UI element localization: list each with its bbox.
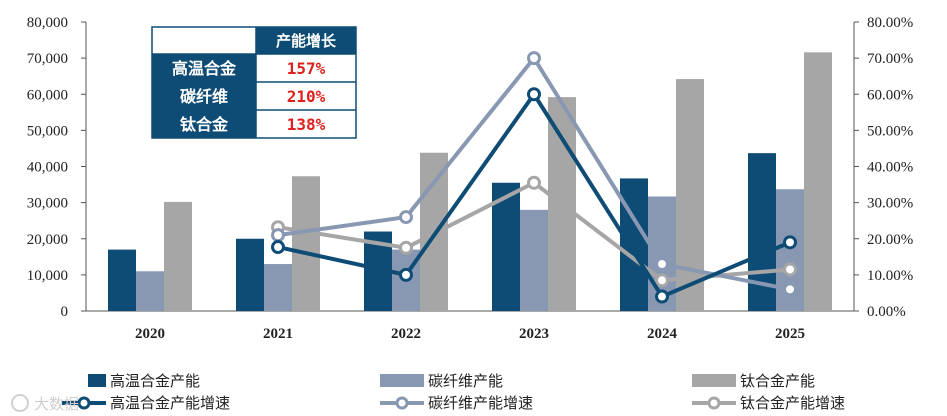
legend-label: 碳纤维产能增速: [428, 394, 533, 412]
x-tick-label: 2023: [519, 326, 549, 342]
legend-label: 高温合金产能: [110, 372, 200, 390]
y-right-tick-label: 70.00%: [867, 51, 913, 67]
inset-table-header-cell: [256, 27, 356, 54]
line-point: [655, 273, 669, 288]
watermark: 大数据: [11, 394, 79, 413]
bar: [164, 201, 192, 311]
y-left-tick-label: 70,000: [27, 51, 68, 67]
inset-table-row-label-cell: [152, 110, 256, 138]
line-point: [783, 282, 797, 297]
line-point: [271, 240, 285, 255]
y-right-tick-label: 10.00%: [867, 268, 913, 284]
watermark-text: 大数据: [34, 395, 79, 413]
bar: [520, 209, 548, 311]
bar: [136, 271, 164, 311]
legend: 高温合金产能 碳纤维产能 钛合金产能 高温合金产能增速 碳纤维产能增速 钛合金产…: [62, 372, 845, 412]
y-right-tick-label: 60.00%: [867, 87, 913, 103]
y-right-tick-label: 0.00%: [867, 304, 906, 320]
inset-table-row-value: 210%: [287, 87, 326, 106]
y-left-tick-label: 10,000: [27, 268, 68, 284]
bar: [620, 178, 648, 311]
bar: [236, 238, 264, 311]
bar: [804, 52, 832, 311]
y-left-tick-label: 0: [61, 304, 69, 320]
line-point: [399, 240, 413, 255]
bar: [264, 264, 292, 311]
line-point: [783, 262, 797, 277]
x-tick-label: 2022: [391, 326, 421, 342]
line-point: [271, 228, 285, 243]
x-tick-label: 2021: [263, 326, 293, 342]
bar: [292, 176, 320, 311]
watermark-icon: [11, 394, 29, 412]
legend-label: 碳纤维产能: [428, 372, 503, 390]
inset-table: 产能增长 高温合金 157% 碳纤维 210% 钛合金 138%: [151, 26, 357, 139]
legend-label: 高温合金产能增速: [110, 394, 230, 412]
y-left-tick-label: 50,000: [27, 123, 68, 139]
bar: [492, 182, 520, 311]
inset-table-header: 产能增长: [276, 32, 337, 50]
line-point: [655, 257, 669, 272]
y-left-tick-label: 60,000: [27, 87, 68, 103]
inset-table-row-value: 138%: [287, 115, 326, 134]
y-right-tick-label: 20.00%: [867, 232, 913, 248]
legend-swatch-bar: [88, 374, 106, 387]
line-point: [399, 267, 413, 282]
legend-swatch-marker: [395, 396, 409, 410]
bar: [108, 249, 136, 311]
inset-table-row-label-cell: [152, 82, 256, 110]
inset-table-grid: [151, 26, 357, 139]
y-left-tick-label: 20,000: [27, 232, 68, 248]
legend-label: 钛合金产能增速: [740, 394, 845, 412]
legend-swatch-bar: [692, 374, 736, 387]
line-point: [527, 87, 541, 102]
y-right-tick-label: 30.00%: [867, 196, 913, 212]
y-right-tick-label: 80.00%: [867, 15, 913, 31]
line-point: [655, 289, 669, 304]
inset-table-row-label: 钛合金: [180, 115, 229, 134]
inset-table-row-label: 碳纤维: [180, 87, 228, 106]
legend-label: 钛合金产能: [740, 372, 815, 390]
y-right-tick-label: 40.00%: [867, 160, 913, 176]
line-point: [399, 210, 413, 225]
x-tick-label: 2025: [775, 326, 805, 342]
y-right-tick-label: 50.00%: [867, 123, 913, 139]
legend-swatch-bar: [380, 374, 424, 387]
y-left-tick-label: 30,000: [27, 196, 68, 212]
x-tick-label: 2020: [135, 326, 165, 342]
inset-table-row-label: 高温合金: [172, 59, 237, 78]
inset-table-row-value: 157%: [287, 59, 326, 78]
inset-table-row-label-cell: [152, 54, 256, 82]
legend-swatch-marker: [77, 396, 91, 410]
y-left-tick-label: 40,000: [27, 160, 68, 176]
line-point: [527, 175, 541, 190]
y-left-tick-label: 80,000: [27, 15, 68, 31]
line-point: [783, 235, 797, 250]
x-tick-label: 2024: [647, 326, 678, 342]
line-point: [527, 51, 541, 66]
legend-swatch-marker: [707, 396, 721, 410]
